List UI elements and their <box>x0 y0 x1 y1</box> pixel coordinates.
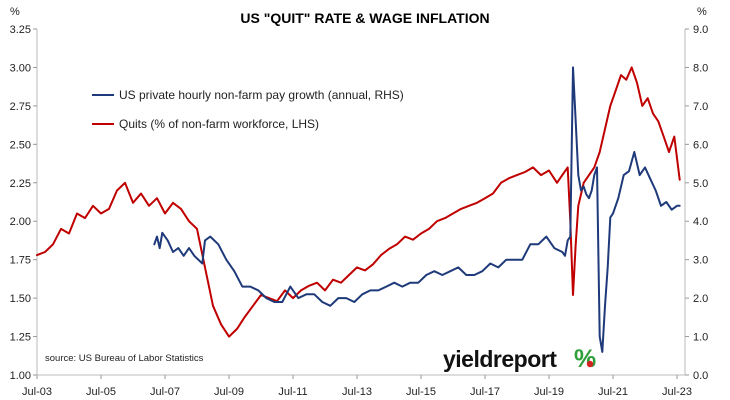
logo-percent-icon: % <box>574 345 596 373</box>
x-tick-label: Jul-03 <box>22 386 52 398</box>
logo-dot-icon <box>586 360 594 368</box>
x-tick-label: Jul-21 <box>598 386 628 398</box>
x-tick-label: Jul-19 <box>534 386 564 398</box>
axes <box>36 29 686 376</box>
right-tick-label: 6.0 <box>693 139 708 151</box>
right-tick-label: 7.0 <box>693 101 708 113</box>
x-tick-label: Jul-09 <box>214 386 244 398</box>
right-tick-label: 8.0 <box>693 62 708 74</box>
right-tick-label: 2.0 <box>693 293 708 305</box>
legend-label-pay-growth: US private hourly non-farm pay growth (a… <box>119 88 404 102</box>
left-tick-label: 2.75 <box>10 101 31 113</box>
legend-label-quits: Quits (% of non-farm workforce, LHS) <box>119 117 319 131</box>
legend: US private hourly non-farm pay growth (a… <box>92 88 404 131</box>
right-tick-label: 3.0 <box>693 255 708 267</box>
x-tick-label: Jul-13 <box>342 386 372 398</box>
left-tick-label: 2.50 <box>10 139 31 151</box>
left-tick-label: 2.00 <box>10 216 31 228</box>
logo-percent-symbol: % <box>574 345 596 373</box>
series-line-quits <box>36 66 681 338</box>
right-axis-ticks: 0.0 1.0 2.0 3.0 4.0 5.0 6.0 7.0 8.0 9.0 <box>685 24 708 382</box>
right-tick-label: 4.0 <box>693 216 708 228</box>
logo-wordmark: yieldreport <box>443 346 557 372</box>
left-axis-unit: % <box>10 6 20 18</box>
x-tick-label: Jul-17 <box>470 386 500 398</box>
left-tick-label: 2.25 <box>10 178 31 190</box>
x-axis-ticks: Jul-03 Jul-05 Jul-07 Jul-09 Jul-11 Jul-13 Jul-… <box>22 375 692 398</box>
left-tick-label: 3.00 <box>10 62 31 74</box>
x-tick-label: Jul-11 <box>278 386 307 398</box>
x-tick-label: Jul-23 <box>662 386 692 398</box>
x-tick-label: Jul-05 <box>86 386 116 398</box>
series-layer <box>36 66 681 353</box>
source-note: source: US Bureau of Labor Statistics <box>45 353 204 364</box>
left-axis-ticks: 1.00 1.25 1.50 1.75 2.00 2.25 2.50 2.75 3.00 3.25 <box>10 24 37 382</box>
logo-part-report: report <box>493 346 557 372</box>
right-tick-label: 9.0 <box>693 24 708 36</box>
left-tick-label: 1.50 <box>10 293 31 305</box>
left-tick-label: 3.25 <box>10 24 31 36</box>
x-tick-label: Jul-15 <box>406 386 436 398</box>
left-tick-label: 1.25 <box>10 332 31 344</box>
logo-part-yield: yield <box>443 346 493 372</box>
chart-title: US "QUIT" RATE & WAGE INFLATION <box>240 10 489 26</box>
right-tick-label: 1.0 <box>693 332 708 344</box>
right-tick-label: 5.0 <box>693 178 708 190</box>
left-tick-label: 1.00 <box>10 370 31 382</box>
right-axis-unit: % <box>697 6 707 18</box>
series-line-pay-growth <box>153 66 681 353</box>
right-tick-label: 0.0 <box>693 370 708 382</box>
x-tick-label: Jul-07 <box>150 386 180 398</box>
yieldreport-logo: yieldreport % <box>443 345 596 373</box>
left-tick-label: 1.75 <box>10 255 31 267</box>
